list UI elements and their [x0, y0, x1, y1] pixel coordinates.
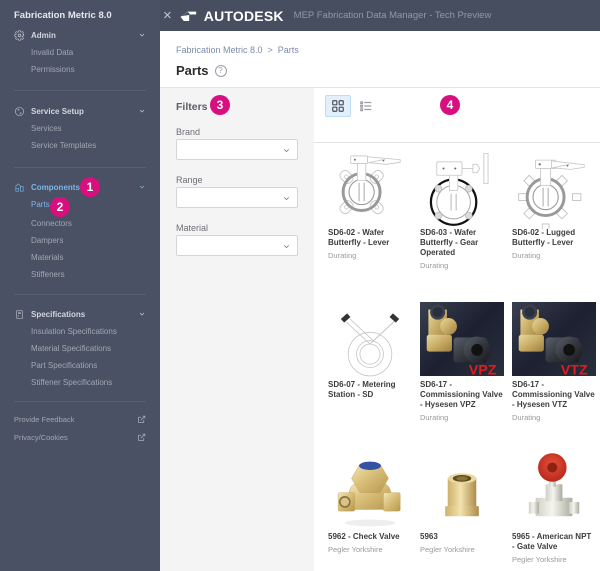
svg-text:VTZ: VTZ — [561, 362, 588, 378]
svg-text:VPZ: VPZ — [469, 362, 497, 378]
